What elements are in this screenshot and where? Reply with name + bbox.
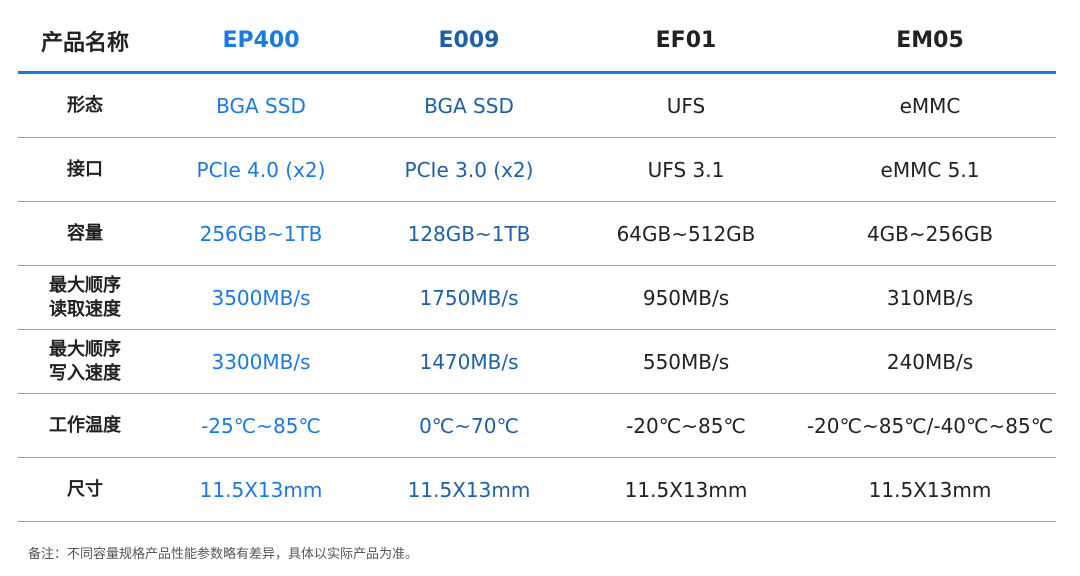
- row-label: 尺寸: [67, 478, 103, 500]
- table-cell: 11.5X13mm: [199, 477, 323, 502]
- header-product-name: 产品名称: [40, 30, 129, 56]
- table-cell: 1750MB/s: [419, 285, 519, 310]
- table-cell: PCIe 4.0 (x2): [196, 157, 326, 182]
- table-cell: BGA SSD: [216, 93, 306, 118]
- footnote: 备注：不同容量规格产品性能参数略有差异，具体以实际产品为准。: [28, 547, 419, 562]
- spec-table: 产品名称 EP400 E009 EF01 EM05 形态 BGA SSD BGA S…: [18, 10, 1056, 522]
- table-cell: UFS: [666, 93, 706, 118]
- table-row: 接口 PCIe 4.0 (x2) PCIe 3.0 (x2) UFS 3.1 eMMC …: [18, 138, 1056, 202]
- table-row: 容量 256GB~1TB 128GB~1TB 64GB~512GB 4GB~256GB: [18, 202, 1056, 266]
- table-row: 工作温度 -25℃~85℃ 0℃~70℃ -20℃~85℃ -20℃~85℃/-40℃~…: [18, 394, 1056, 458]
- table-cell: 256GB~1TB: [199, 221, 323, 246]
- row-label: 最大顺序写入速度: [48, 338, 121, 384]
- table-cell: BGA SSD: [424, 93, 514, 118]
- table-row: 最大顺序读取速度 3500MB/s 1750MB/s 950MB/s 310MB/s: [18, 266, 1056, 330]
- header-e009: E009: [438, 28, 500, 53]
- table-cell: PCIe 3.0 (x2): [404, 157, 534, 182]
- table-cell: 1470MB/s: [419, 349, 519, 374]
- table-cell: eMMC: [899, 93, 961, 118]
- table-cell: 3500MB/s: [211, 285, 311, 310]
- row-label: 接口: [67, 158, 103, 180]
- header-ef01: EF01: [655, 28, 717, 53]
- header-ep400: EP400: [222, 28, 300, 53]
- table-cell: UFS 3.1: [647, 157, 725, 182]
- table-cell: 950MB/s: [642, 285, 730, 310]
- table-cell: 128GB~1TB: [407, 221, 531, 246]
- table-cell: 11.5X13mm: [868, 477, 992, 502]
- table-cell: -20℃~85℃/-40℃~85℃: [806, 413, 1054, 438]
- header-em05: EM05: [896, 28, 964, 53]
- table-row: 最大顺序写入速度 3300MB/s 1470MB/s 550MB/s 240MB/s: [18, 330, 1056, 394]
- table-cell: 64GB~512GB: [616, 221, 756, 246]
- table-cell: 550MB/s: [642, 349, 730, 374]
- row-label: 最大顺序读取速度: [48, 274, 121, 320]
- row-label: 形态: [67, 94, 103, 116]
- table-cell: 0℃~70℃: [419, 413, 519, 438]
- table-header-row: 产品名称 EP400 E009 EF01 EM05: [18, 10, 1056, 74]
- table-cell: 11.5X13mm: [407, 477, 531, 502]
- table-cell: -25℃~85℃: [201, 413, 321, 438]
- table-cell: 3300MB/s: [211, 349, 311, 374]
- table-cell: 240MB/s: [886, 349, 974, 374]
- table-cell: -20℃~85℃: [626, 413, 746, 438]
- row-label: 工作温度: [49, 414, 121, 436]
- table-cell: 4GB~256GB: [866, 221, 994, 246]
- table-row: 形态 BGA SSD BGA SSD UFS eMMC: [18, 74, 1056, 138]
- table-row: 尺寸 11.5X13mm 11.5X13mm 11.5X13mm 11.5X13mm: [18, 458, 1056, 522]
- row-label: 容量: [67, 222, 103, 244]
- table-cell: 310MB/s: [886, 285, 974, 310]
- table-cell: eMMC 5.1: [880, 157, 980, 182]
- table-cell: 11.5X13mm: [624, 477, 748, 502]
